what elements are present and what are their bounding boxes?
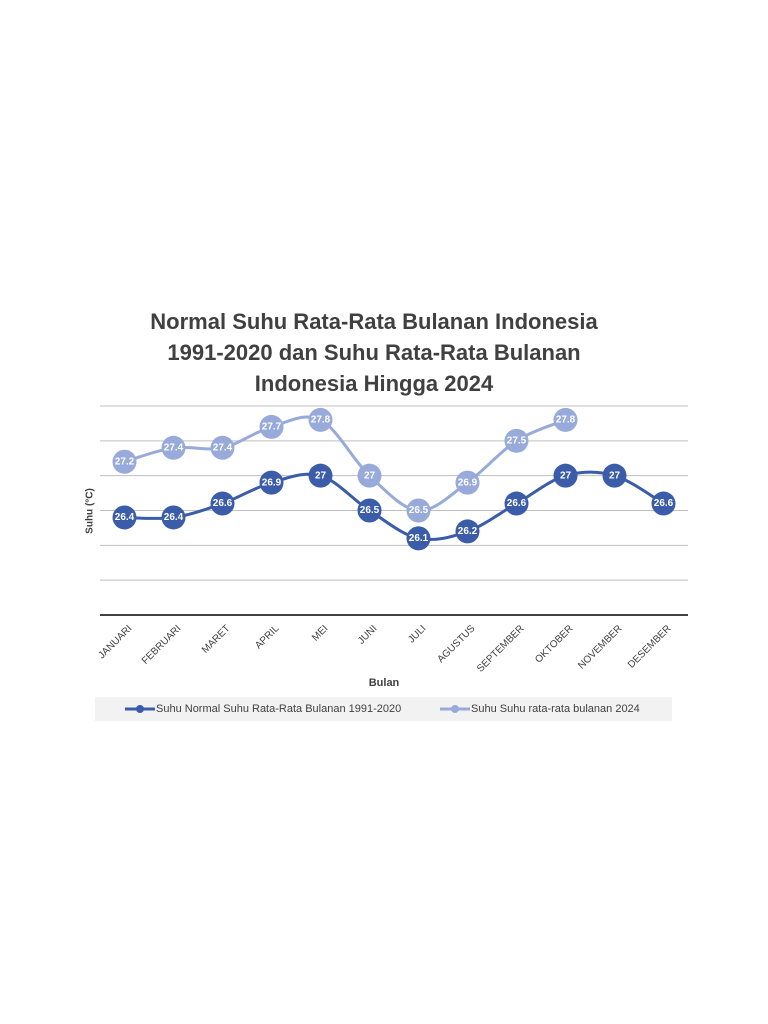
x-tick-label: APRIL	[253, 623, 282, 652]
point	[504, 428, 529, 453]
point	[112, 505, 137, 530]
data-label: 27.2	[115, 456, 135, 467]
point	[259, 414, 284, 439]
data-label: 26.9	[458, 477, 478, 488]
data-label: 27.7	[262, 422, 282, 433]
data-label: 26.2	[458, 526, 478, 537]
data-label: 26.1	[409, 533, 429, 544]
point	[210, 491, 235, 516]
data-label: 27.4	[164, 442, 184, 453]
x-tick-label: MEI	[310, 623, 330, 643]
data-label: 27	[364, 470, 376, 481]
series-line	[124, 470, 665, 542]
point	[308, 407, 333, 432]
point	[553, 463, 578, 488]
point	[161, 435, 186, 460]
data-label: 26.4	[115, 512, 135, 523]
legend-label: Suhu Suhu rata-rata bulanan 2024	[471, 703, 640, 715]
data-label: 27	[315, 470, 327, 481]
point	[308, 463, 333, 488]
point	[161, 505, 186, 530]
point	[259, 470, 284, 495]
data-label: 27.8	[311, 415, 331, 426]
legend-label: Suhu Normal Suhu Rata-Rata Bulanan 1991-…	[156, 703, 401, 715]
data-label: 27.4	[213, 442, 233, 453]
x-tick-label: OKTOBER	[533, 623, 575, 665]
x-tick-label: NOVEMBER	[576, 623, 624, 671]
data-label: 26.4	[164, 512, 184, 523]
point	[210, 435, 235, 460]
data-label: 27	[609, 470, 621, 481]
data-label: 26.6	[654, 498, 674, 509]
series-line	[124, 415, 567, 513]
x-tick-label: MARET	[200, 623, 233, 656]
x-tick-label: JUNI	[356, 623, 380, 647]
point	[406, 498, 431, 523]
data-label: 26.9	[262, 477, 282, 488]
point	[455, 519, 480, 544]
x-tick-label: JULI	[406, 623, 428, 645]
point	[602, 463, 627, 488]
point	[406, 526, 431, 551]
x-axis-label: Bulan	[369, 677, 400, 689]
legend-box	[95, 697, 672, 721]
data-label: 26.5	[360, 505, 380, 516]
point	[357, 498, 382, 523]
point	[357, 463, 382, 488]
chart-title: Normal Suhu Rata-Rata Bulanan Indonesia …	[150, 309, 598, 396]
legend-marker	[451, 705, 459, 713]
point	[112, 449, 137, 474]
x-tick-label: FEBRUARI	[140, 623, 184, 667]
data-label: 26.5	[409, 505, 429, 516]
point	[651, 491, 676, 516]
point	[504, 491, 529, 516]
x-tick-label: AGUSTUS	[436, 623, 478, 665]
legend-marker	[136, 705, 144, 713]
y-axis-label: Suhu (°C)	[85, 488, 96, 534]
point	[553, 407, 578, 432]
data-label: 27.8	[556, 415, 576, 426]
x-tick-label: SEPTEMBER	[475, 623, 526, 674]
point	[455, 470, 480, 495]
x-tick-label: DESEMBER	[626, 623, 673, 670]
data-label: 26.6	[507, 498, 527, 509]
data-label: 27	[560, 470, 572, 481]
data-label: 26.6	[213, 498, 233, 509]
data-label: 27.5	[507, 435, 527, 446]
x-tick-label: JANUARI	[96, 623, 134, 661]
